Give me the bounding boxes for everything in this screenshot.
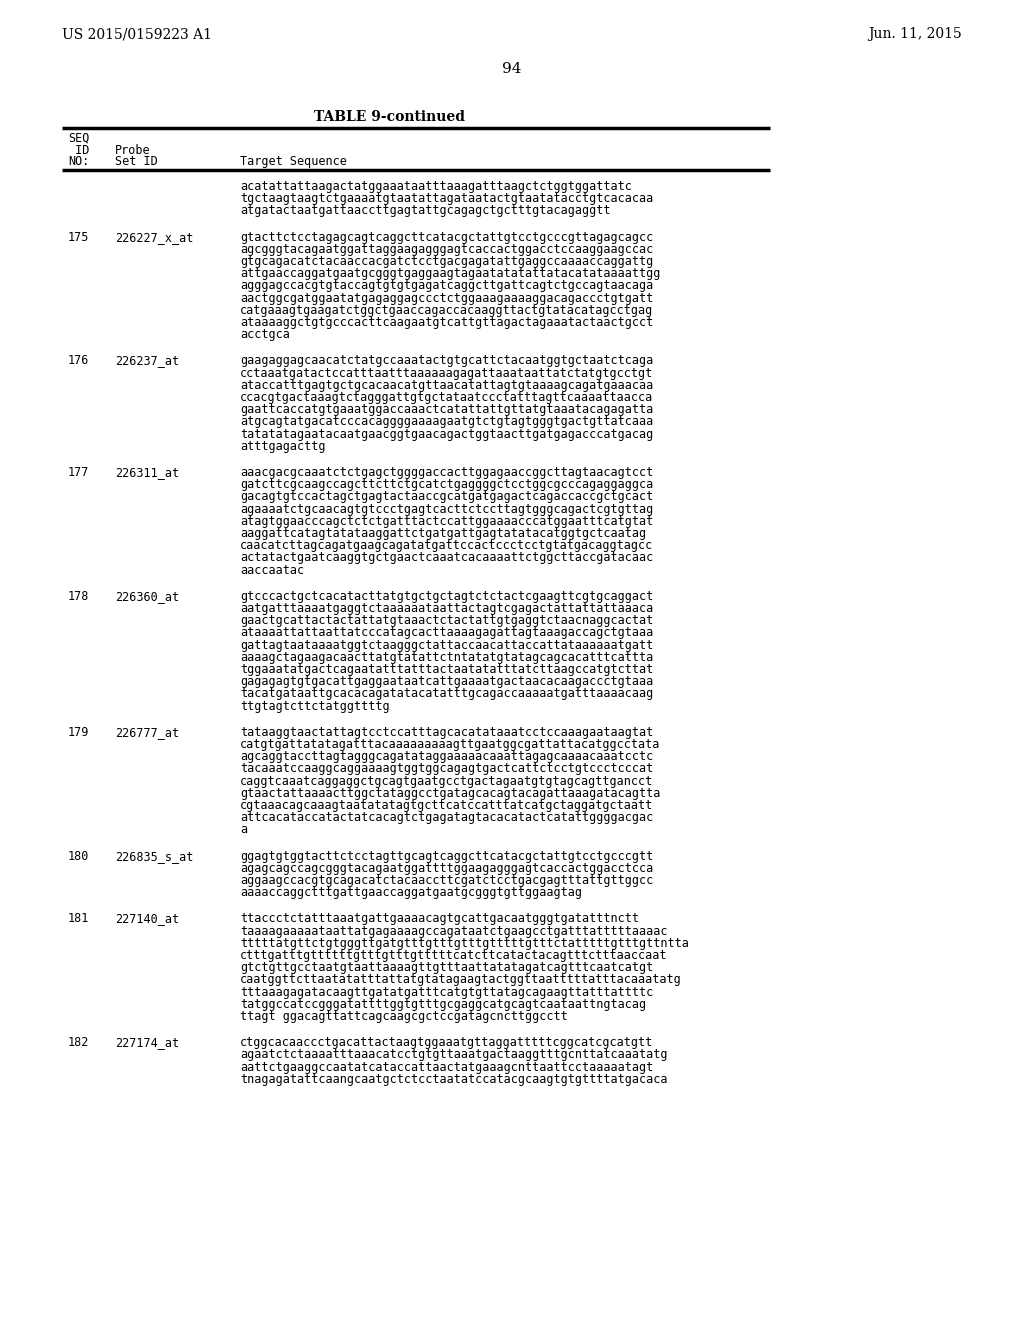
Text: gatcttcgcaagccagcttcttctgcatctgaggggctcctggcgcccagaggaggca: gatcttcgcaagccagcttcttctgcatctgaggggctcc… (240, 478, 653, 491)
Text: ctttgatttgttttttgtttgtttgtttttcatcttcatactacagtttctttaaccaat: ctttgatttgttttttgtttgtttgtttttcatcttcata… (240, 949, 668, 962)
Text: gtacttctcctagagcagtcaggcttcatacgctattgtcctgcccgttagagcagcc: gtacttctcctagagcagtcaggcttcatacgctattgtc… (240, 231, 653, 244)
Text: Target Sequence: Target Sequence (240, 154, 347, 168)
Text: tacaaatccaaggcaggaaaagtggtggcagagtgactcattctcctgtccctcccat: tacaaatccaaggcaggaaaagtggtggcagagtgactca… (240, 763, 653, 775)
Text: gtgcagacatctacaaccacgatctcctgacgagatattgaggccaaaaccaggattg: gtgcagacatctacaaccacgatctcctgacgagatattg… (240, 255, 653, 268)
Text: aaacgacgcaaatctctgagctggggaccacttggagaaccggcttagtaacagtcct: aaacgacgcaaatctctgagctggggaccacttggagaac… (240, 466, 653, 479)
Text: US 2015/0159223 A1: US 2015/0159223 A1 (62, 26, 212, 41)
Text: gattagtaataaaatggtctaagggctattaccaacattaccattataaaaaatgatt: gattagtaataaaatggtctaagggctattaccaacatta… (240, 639, 653, 652)
Text: gagagagtgtgacattgaggaataatcattgaaaatgactaacacaagaccctgtaaa: gagagagtgtgacattgaggaataatcattgaaaatgact… (240, 676, 653, 688)
Text: catgaaagtgaagatctggctgaaccagaccacaaggttactgtatacatagcctgag: catgaaagtgaagatctggctgaaccagaccacaaggtta… (240, 304, 653, 317)
Text: atgatactaatgattaaccttgagtattgcagagctgctttgtacagaggtt: atgatactaatgattaaccttgagtattgcagagctgctt… (240, 205, 610, 218)
Text: caatggttcttaatatatttattatgtatagaagtactggttaatttttatttacaaatatg: caatggttcttaatatatttattatgtatagaagtactgg… (240, 973, 682, 986)
Text: gtcccactgctcacatacttatgtgctgctagtctctactcgaagttcgtgcaggact: gtcccactgctcacatacttatgtgctgctagtctctact… (240, 590, 653, 603)
Text: ccacgtgactaaagtctagggattgtgctataatccctatttagttcaaaattaacca: ccacgtgactaaagtctagggattgtgctataatccctat… (240, 391, 653, 404)
Text: 94: 94 (502, 62, 522, 77)
Text: NO:: NO: (68, 154, 89, 168)
Text: gaagaggagcaacatctatgccaaatactgtgcattctacaatggtgctaatctcaga: gaagaggagcaacatctatgccaaatactgtgcattctac… (240, 354, 653, 367)
Text: agagcagccagcgggtacagaatggattttggaagagggagtcaccactggacctcca: agagcagccagcgggtacagaatggattttggaagaggga… (240, 862, 653, 875)
Text: aaccaatac: aaccaatac (240, 564, 304, 577)
Text: tgctaagtaagtctgaaaatgtaatattagataatactgtaatatacctgtcacacaa: tgctaagtaagtctgaaaatgtaatattagataatactgt… (240, 193, 653, 205)
Text: ID: ID (68, 144, 89, 157)
Text: gtaactattaaaacttggctataggcctgatagcacagtacagattaaagatacagtta: gtaactattaaaacttggctataggcctgatagcacagta… (240, 787, 660, 800)
Text: tatatatagaatacaatgaacggtgaacagactggtaacttgatgagacccatgacag: tatatatagaatacaatgaacggtgaacagactggtaact… (240, 428, 653, 441)
Text: cgtaaacagcaaagtaatatatagtgcttcatccatttatcatgctaggatgctaatt: cgtaaacagcaaagtaatatatagtgcttcatccatttat… (240, 799, 653, 812)
Text: a: a (240, 824, 247, 837)
Text: 226835_s_at: 226835_s_at (115, 850, 194, 862)
Text: gacagtgtccactagctgagtactaaccgcatgatgagactcagaccaccgctgcact: gacagtgtccactagctgagtactaaccgcatgatgagac… (240, 491, 653, 503)
Text: 177: 177 (68, 466, 89, 479)
Text: aaggattcatagtatataaggattctgatgattgagtatatacatggtgctcaatag: aaggattcatagtatataaggattctgatgattgagtata… (240, 527, 646, 540)
Text: agcaggtaccttagtagggcagatataggaaaaacaaattagagcaaaacaaatcctc: agcaggtaccttagtagggcagatataggaaaaacaaatt… (240, 750, 653, 763)
Text: 178: 178 (68, 590, 89, 603)
Text: actatactgaatcaaggtgctgaactcaaatcacaaaattctggcttaccgatacaac: actatactgaatcaaggtgctgaactcaaatcacaaaatt… (240, 552, 653, 565)
Text: aaaagctagaagacaacttatgtatattctntatatgtatagcagcacatttcattta: aaaagctagaagacaacttatgtatattctntatatgtat… (240, 651, 653, 664)
Text: ggagtgtggtacttctcctagttgcagtcaggcttcatacgctattgtcctgcccgtt: ggagtgtggtacttctcctagttgcagtcaggcttcatac… (240, 850, 653, 862)
Text: acatattattaagactatggaaataatttaaagatttaagctctggtggattatc: acatattattaagactatggaaataatttaaagatttaag… (240, 180, 632, 193)
Text: 179: 179 (68, 726, 89, 739)
Text: catgtgattatatagatttacaaaaaaaaagttgaatggcgattattacatggcctata: catgtgattatatagatttacaaaaaaaaagttgaatggc… (240, 738, 660, 751)
Text: aatgatttaaaatgaggtctaaaaaataattactagtcgagactattattattaaaca: aatgatttaaaatgaggtctaaaaaataattactagtcga… (240, 602, 653, 615)
Text: ataccatttgagtgctgcacaacatgttaacatattagtgtaaaagcagatgaaacaa: ataccatttgagtgctgcacaacatgttaacatattagtg… (240, 379, 653, 392)
Text: agcgggtacagaatggattaggaagagggagtcaccactggacctccaaggaagccac: agcgggtacagaatggattaggaagagggagtcaccactg… (240, 243, 653, 256)
Text: attgaaccaggatgaatgcgggtgaggaagtagaatatatattatacatataaaattgg: attgaaccaggatgaatgcgggtgaggaagtagaatatat… (240, 267, 660, 280)
Text: 226311_at: 226311_at (115, 466, 179, 479)
Text: gaactgcattactactattatgtaaactctactattgtgaggtctaacnaggcactat: gaactgcattactactattatgtaaactctactattgtga… (240, 614, 653, 627)
Text: atagtggaacccagctctctgatttactccattggaaaacccatggaatttcatgtat: atagtggaacccagctctctgatttactccattggaaaac… (240, 515, 653, 528)
Text: 226227_x_at: 226227_x_at (115, 231, 194, 244)
Text: tataaggtaactattagtcctccatttagcacatataaatcctccaaagaataagtat: tataaggtaactattagtcctccatttagcacatataaat… (240, 726, 653, 739)
Text: ttaccctctatttaaatgattgaaaacagtgcattgacaatgggtgatatttnctt: ttaccctctatttaaatgattgaaaacagtgcattgacaa… (240, 912, 639, 925)
Text: tatggccatccgggatattttggtgtttgcgaggcatgcagtcaataattngtacag: tatggccatccgggatattttggtgtttgcgaggcatgca… (240, 998, 646, 1011)
Text: agggagccacgtgtaccagtgtgtgagatcaggcttgattcagtctgccagtaacaga: agggagccacgtgtaccagtgtgtgagatcaggcttgatt… (240, 280, 653, 293)
Text: 175: 175 (68, 231, 89, 244)
Text: tttaaagagatacaagttgatatgatttcatgtgttatagcagaagttatttattttc: tttaaagagatacaagttgatatgatttcatgtgttatag… (240, 986, 653, 999)
Text: 176: 176 (68, 354, 89, 367)
Text: caggtcaaatcaggaggctgcagtgaatgcctgactagaatgtgtagcagttgancct: caggtcaaatcaggaggctgcagtgaatgcctgactagaa… (240, 775, 653, 788)
Text: attcacataccatactatcacagtctgagatagtacacatactcatattggggacgac: attcacataccatactatcacagtctgagatagtacacat… (240, 812, 653, 824)
Text: ataaaaggctgtgcccacttcaagaatgtcattgttagactagaaatactaactgcct: ataaaaggctgtgcccacttcaagaatgtcattgttagac… (240, 315, 653, 329)
Text: agaaaatctgcaacagtgtccctgagtcacttctccttagtgggcagactcgtgttag: agaaaatctgcaacagtgtccctgagtcacttctccttag… (240, 503, 653, 516)
Text: gtctgttgcctaatgtaattaaaagttgtttaattatatagatcagtttcaatcatgt: gtctgttgcctaatgtaattaaaagttgtttaattatata… (240, 961, 653, 974)
Text: aactggcgatggaatatgagaggagccctctggaaagaaaaggacagaccctgtgatt: aactggcgatggaatatgagaggagccctctggaaagaaa… (240, 292, 653, 305)
Text: 227140_at: 227140_at (115, 912, 179, 925)
Text: tttttatgttctgtgggttgatgtttgtttgtttgtttttgtttctatttttgtttgttntta: tttttatgttctgtgggttgatgtttgtttgtttgttttt… (240, 937, 689, 950)
Text: aggaagccacgtgcagacatctacaaccttcgatctcctgacgagtttattgttggcc: aggaagccacgtgcagacatctacaaccttcgatctcctg… (240, 874, 653, 887)
Text: aattctgaaggccaatatcataccattaactatgaaagcnttaattcctaaaaatagt: aattctgaaggccaatatcataccattaactatgaaagcn… (240, 1060, 653, 1073)
Text: ttgtagtcttctatggttttg: ttgtagtcttctatggttttg (240, 700, 389, 713)
Text: cctaaatgatactccatttaatttaaaaaagagattaaataattatctatgtgcctgt: cctaaatgatactccatttaatttaaaaaagagattaaat… (240, 367, 653, 380)
Text: Set ID: Set ID (115, 154, 158, 168)
Text: ttagt ggacagttattcagcaagcgctccgatagcncttggcctt: ttagt ggacagttattcagcaagcgctccgatagcnctt… (240, 1010, 567, 1023)
Text: tacatgataattgcacacagatatacatatttgcagaccaaaaatgatttaaaacaag: tacatgataattgcacacagatatacatatttgcagacca… (240, 688, 653, 701)
Text: Jun. 11, 2015: Jun. 11, 2015 (868, 26, 962, 41)
Text: 226777_at: 226777_at (115, 726, 179, 739)
Text: 227174_at: 227174_at (115, 1036, 179, 1049)
Text: gaattcaccatgtgaaatggaccaaactcatattattgttatgtaaatacagagatta: gaattcaccatgtgaaatggaccaaactcatattattgtt… (240, 403, 653, 416)
Text: TABLE 9-continued: TABLE 9-continued (314, 110, 466, 124)
Text: acctgca: acctgca (240, 329, 290, 341)
Text: SEQ: SEQ (68, 132, 89, 145)
Text: aaaaccaggctttgattgaaccaggatgaatgcgggtgttggaagtag: aaaaccaggctttgattgaaccaggatgaatgcgggtgtt… (240, 886, 582, 899)
Text: 226237_at: 226237_at (115, 354, 179, 367)
Text: 180: 180 (68, 850, 89, 862)
Text: atttgagacttg: atttgagacttg (240, 440, 326, 453)
Text: atgcagtatgacatcccacaggggaaaagaatgtctgtagtgggtgactgttatcaaa: atgcagtatgacatcccacaggggaaaagaatgtctgtag… (240, 416, 653, 429)
Text: Probe: Probe (115, 144, 151, 157)
Text: tnagagatattcaangcaatgctctcctaatatccatacgcaagtgtgttttatgacaca: tnagagatattcaangcaatgctctcctaatatccatacg… (240, 1073, 668, 1086)
Text: 181: 181 (68, 912, 89, 925)
Text: ctggcacaaccctgacattactaagtggaaatgttaggatttttcggcatcgcatgtt: ctggcacaaccctgacattactaagtggaaatgttaggat… (240, 1036, 653, 1049)
Text: 226360_at: 226360_at (115, 590, 179, 603)
Text: caacatcttagcagatgaagcagatatgattccactccctcctgtatgacaggtagcc: caacatcttagcagatgaagcagatatgattccactccct… (240, 539, 653, 552)
Text: 182: 182 (68, 1036, 89, 1049)
Text: agaatctctaaaatttaaacatcctgtgttaaatgactaaggtttgcnttatcaaatatg: agaatctctaaaatttaaacatcctgtgttaaatgactaa… (240, 1048, 668, 1061)
Text: tggaaatatgactcagaatatttatttactaatatatttatcttaagccatgtcttat: tggaaatatgactcagaatatttatttactaatatattta… (240, 663, 653, 676)
Text: taaaagaaaaataattatgagaaaagccagataatctgaagcctgatttatttttaaaac: taaaagaaaaataattatgagaaaagccagataatctgaa… (240, 924, 668, 937)
Text: ataaaattattaattatcccatagcacttaaaagagattagtaaagaccagctgtaaa: ataaaattattaattatcccatagcacttaaaagagatta… (240, 627, 653, 639)
